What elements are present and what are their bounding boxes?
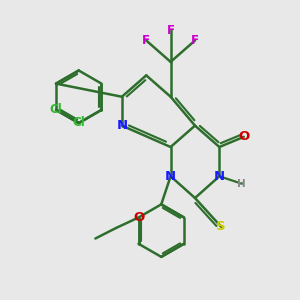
Text: N: N — [116, 119, 128, 132]
Text: S: S — [216, 220, 226, 233]
Text: Cl: Cl — [73, 116, 85, 130]
Text: H: H — [238, 179, 246, 189]
Text: F: F — [167, 23, 175, 37]
Text: O: O — [133, 211, 144, 224]
Text: N: N — [165, 170, 176, 183]
Text: F: F — [191, 34, 199, 47]
Text: O: O — [238, 130, 249, 143]
Text: F: F — [142, 34, 150, 47]
Text: N: N — [214, 170, 225, 183]
Text: Cl: Cl — [50, 103, 63, 116]
